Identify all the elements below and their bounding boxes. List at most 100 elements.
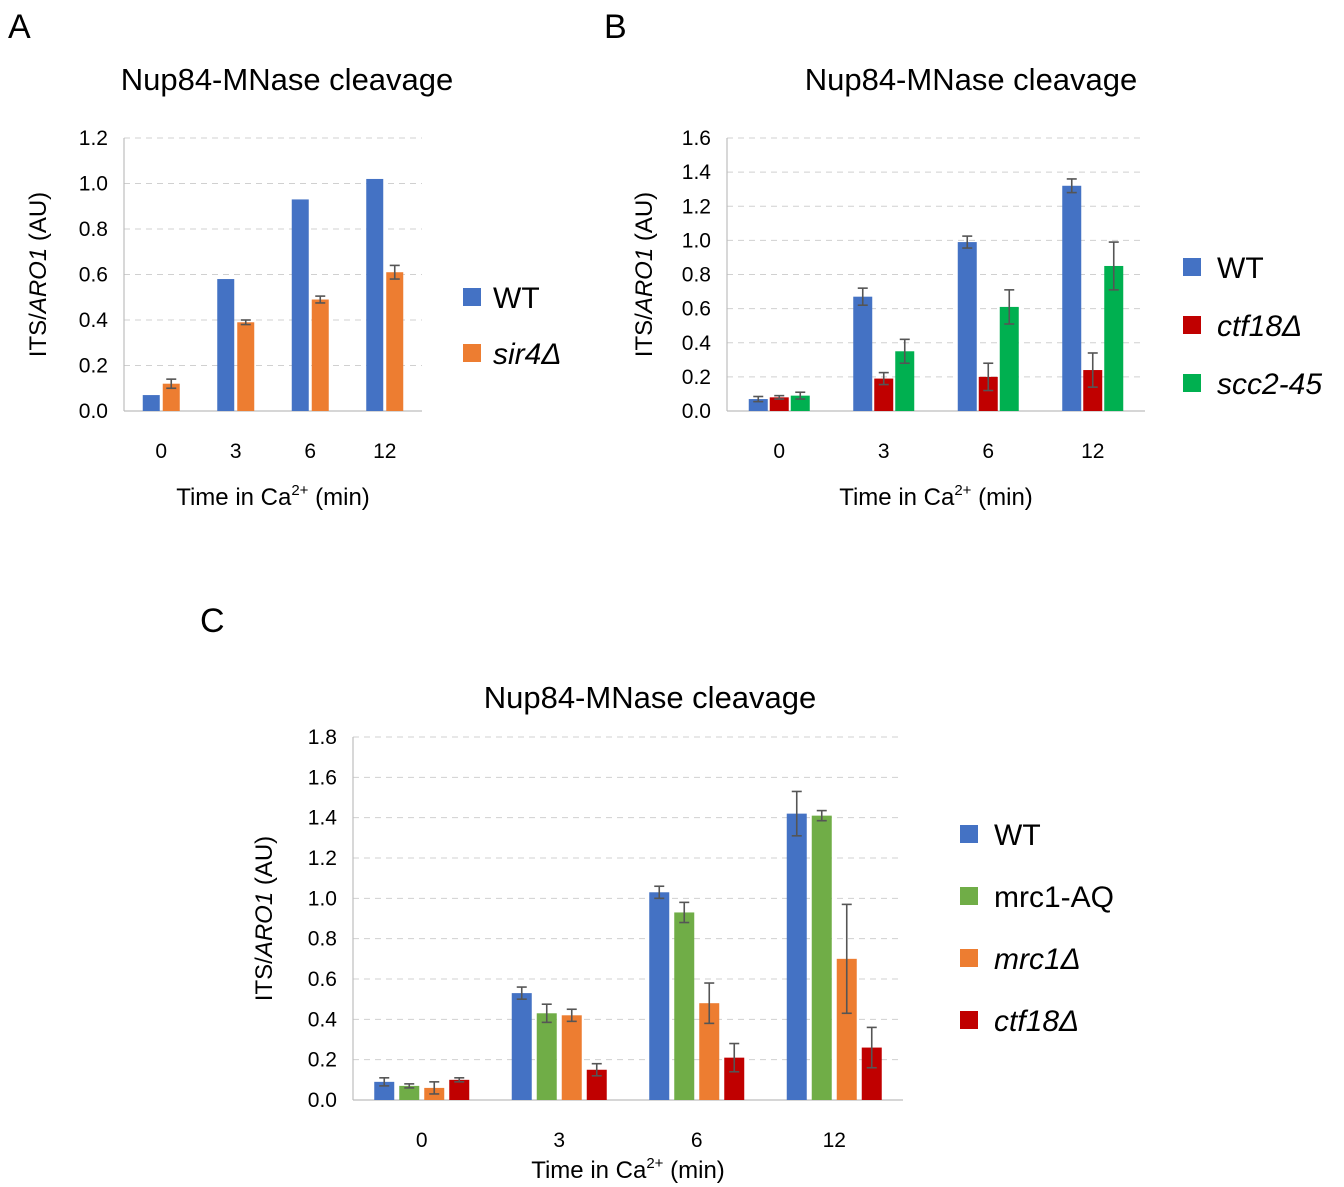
legend-swatch (960, 825, 978, 843)
x-axis-label-superscript: 2+ (954, 482, 971, 499)
bar (366, 178, 384, 411)
y-axis-label: ITS/ARO1 (AU) (251, 836, 278, 1001)
bar (536, 1013, 557, 1100)
y-tick-label: 0.4 (308, 1008, 338, 1031)
panel-c: C Nup84-MNase cleavage 0.0 0.2 0.4 0.6 0.8 1.0 1… (200, 602, 1114, 1184)
y-tick-label: 0.8 (682, 264, 711, 287)
bar (511, 993, 532, 1100)
x-tick-label: 0 (773, 440, 785, 463)
bar (291, 199, 309, 411)
legend-label: sir4Δ (493, 338, 561, 371)
bar (895, 351, 915, 411)
x-tick-label: 12 (1081, 440, 1104, 463)
x-axis-label-superscript: 2+ (291, 482, 308, 499)
x-tick-label: 6 (691, 1129, 703, 1152)
legend-label: WT (1217, 252, 1264, 285)
panel-letter: B (604, 8, 627, 46)
y-tick-label: 1.4 (682, 161, 712, 184)
x-axis-label-part: (min) (971, 484, 1032, 511)
bar (786, 813, 807, 1100)
y-axis-label-part: ITS/ (631, 313, 658, 357)
bar (237, 322, 255, 411)
bar (449, 1079, 470, 1100)
y-axis-label: ITS/ARO1 (AU) (631, 192, 658, 357)
bar (699, 1003, 720, 1100)
bar (853, 296, 873, 411)
y-axis-label: ITS/ARO1 (AU) (25, 192, 52, 357)
bar (399, 1085, 420, 1100)
x-tick-label: 6 (982, 440, 994, 463)
x-axis-label-part: (min) (663, 1157, 724, 1184)
chart-title: Nup84-MNase cleavage (121, 62, 454, 97)
bar (674, 912, 695, 1100)
legend-swatch (1183, 258, 1201, 276)
y-tick-label: 0.6 (682, 298, 711, 321)
y-tick-label: 0.4 (682, 332, 712, 355)
x-tick-label: 0 (155, 440, 167, 463)
bar (311, 299, 329, 411)
y-tick-label: 1.2 (79, 127, 108, 150)
bar (1104, 265, 1124, 411)
y-axis-label-part: (AU) (251, 836, 278, 892)
y-tick-label: 0.0 (79, 400, 108, 423)
panel-b: B Nup84-MNase cleavage 0.0 0.2 0.4 0.6 0.8 1.0 1… (604, 8, 1322, 511)
y-tick-label: 1.4 (308, 807, 338, 830)
y-tick-label: 0.2 (308, 1049, 337, 1072)
legend-label: WT (994, 819, 1041, 852)
bar (978, 376, 998, 411)
panel-a: A Nup84-MNase cleavage 0.0 0.2 0.4 0.6 0.8 1.0 1… (8, 8, 561, 511)
legend-label: mrc1Δ (994, 943, 1081, 976)
y-tick-label: 1.2 (308, 847, 337, 870)
x-axis-label: Time in Ca2+ (min) (839, 482, 1033, 511)
y-axis-label-part: (AU) (631, 192, 658, 248)
y-tick-label: 0.0 (682, 400, 711, 423)
legend-swatch (960, 1011, 978, 1029)
y-tick-label: 0.8 (308, 928, 337, 951)
chart-title: Nup84-MNase cleavage (805, 62, 1138, 97)
x-axis-label-part: Time in Ca (531, 1157, 647, 1184)
bar (999, 306, 1019, 411)
panel-letter: C (200, 602, 225, 640)
bar (769, 397, 789, 411)
y-tick-label: 0.6 (79, 264, 108, 287)
y-tick-label: 1.2 (682, 195, 711, 218)
y-axis-label-part: ARO1 (251, 892, 278, 959)
x-axis-label-part: Time in Ca (176, 484, 292, 511)
legend-swatch (1183, 316, 1201, 334)
x-axis-label: Time in Ca2+ (min) (176, 482, 370, 511)
bar (1083, 370, 1103, 411)
y-tick-label: 1.0 (79, 173, 108, 196)
panel-letter: A (8, 8, 31, 46)
bar (724, 1057, 745, 1100)
bar (561, 1015, 582, 1100)
legend-label: ctf18Δ (994, 1005, 1079, 1038)
y-tick-label: 0.2 (79, 355, 108, 378)
y-axis-label-part: ITS/ (25, 313, 52, 357)
bar (836, 958, 857, 1100)
x-axis-label: Time in Ca2+ (min) (531, 1155, 725, 1184)
legend-swatch (960, 949, 978, 967)
bar (217, 279, 235, 411)
bar (586, 1069, 607, 1100)
x-axis-label-part: (min) (308, 484, 369, 511)
legend-swatch (463, 288, 481, 306)
x-tick-label: 0 (416, 1129, 428, 1152)
y-tick-label: 1.0 (308, 887, 337, 910)
bar (162, 383, 180, 411)
y-tick-label: 1.0 (682, 229, 711, 252)
y-axis-label-part: ARO1 (631, 248, 658, 315)
legend-label: ctf18Δ (1217, 310, 1302, 343)
y-axis-label-part: ARO1 (25, 248, 52, 315)
legend-label: scc2-45 (1217, 368, 1322, 401)
y-tick-label: 0.8 (79, 218, 108, 241)
bar (874, 378, 894, 411)
y-tick-label: 0.6 (308, 968, 337, 991)
x-tick-label: 3 (878, 440, 890, 463)
bar (142, 395, 160, 411)
y-tick-label: 1.6 (682, 127, 711, 150)
legend-swatch (960, 887, 978, 905)
y-axis-label-part: (AU) (25, 192, 52, 248)
x-tick-label: 3 (553, 1129, 565, 1152)
y-tick-label: 0.4 (79, 309, 109, 332)
legend-swatch (463, 344, 481, 362)
